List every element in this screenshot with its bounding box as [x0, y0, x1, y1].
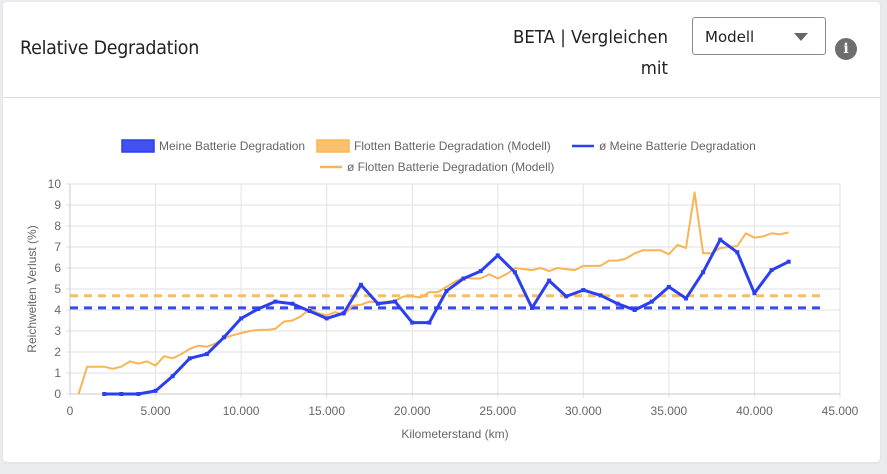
x-tick-label: 35.000	[651, 404, 688, 418]
y-tick-label: 5	[54, 282, 61, 296]
legend-label: Meine Batterie Degradation	[159, 139, 305, 153]
data-point	[581, 288, 586, 293]
card-title: Relative Degradation	[20, 37, 200, 59]
info-icon[interactable]: i	[835, 38, 857, 60]
y-tick-label: 4	[54, 303, 61, 317]
series-line	[104, 238, 790, 396]
data-point	[153, 388, 158, 393]
compare-select-value: Modell	[705, 28, 755, 46]
data-point	[769, 268, 774, 273]
data-point	[427, 320, 432, 325]
data-point	[119, 392, 124, 396]
legend-label: ø Meine Batterie Degradation	[599, 139, 756, 153]
y-tick-label: 7	[54, 240, 61, 254]
y-tick-label: 10	[48, 177, 62, 191]
x-tick-label: 30.000	[565, 404, 602, 418]
legend-label: ø Flotten Batterie Degradation (Modell)	[347, 160, 554, 174]
y-tick-label: 9	[54, 198, 61, 212]
data-point	[222, 335, 226, 340]
compare-label: BETA | Vergleichen mit	[512, 27, 668, 79]
y-tick-label: 8	[54, 219, 61, 233]
y-axis-title: Reichweiten Verlust (%)	[25, 225, 39, 352]
x-tick-label: 40.000	[736, 404, 773, 418]
data-point	[170, 374, 175, 379]
data-point	[530, 305, 534, 310]
data-point	[632, 308, 637, 312]
data-point	[256, 306, 261, 311]
data-point	[478, 269, 483, 274]
compare-select[interactable]: Modell	[692, 17, 826, 55]
data-point	[666, 284, 671, 289]
data-point	[547, 278, 552, 283]
data-point	[393, 299, 398, 304]
y-tick-label: 0	[54, 387, 61, 401]
data-point	[341, 311, 346, 316]
x-tick-label: 10.000	[223, 404, 260, 418]
data-point	[187, 356, 192, 361]
data-point	[684, 296, 688, 301]
data-point	[718, 237, 723, 242]
card-header: Relative Degradation BETA | Vergleichen …	[3, 2, 880, 98]
data-point	[701, 270, 706, 275]
x-tick-label: 0	[67, 404, 74, 418]
data-point	[273, 299, 278, 304]
data-point	[444, 289, 449, 294]
x-tick-label: 20.000	[394, 404, 431, 418]
data-point	[307, 309, 312, 314]
data-point	[410, 320, 415, 325]
relative-degradation-card: Relative Degradation BETA | Vergleichen …	[3, 2, 880, 462]
data-point	[239, 316, 244, 321]
data-point	[290, 301, 295, 306]
x-tick-label: 15.000	[308, 404, 345, 418]
data-point	[649, 299, 654, 304]
x-tick-label: 5.000	[141, 404, 171, 418]
data-point	[204, 352, 209, 357]
data-point	[358, 282, 363, 287]
data-point	[461, 276, 466, 281]
y-tick-label: 2	[54, 345, 61, 359]
data-point	[102, 392, 107, 396]
data-point	[136, 392, 141, 396]
data-point	[752, 291, 757, 296]
legend-label: Flotten Batterie Degradation (Modell)	[354, 139, 551, 153]
y-tick-label: 1	[54, 366, 61, 380]
series-line	[77, 191, 789, 395]
data-point	[495, 253, 500, 258]
x-tick-label: 45.000	[822, 404, 859, 418]
x-tick-label: 25.000	[479, 404, 516, 418]
data-point	[786, 259, 791, 264]
x-axis-title: Kilometerstand (km)	[401, 427, 508, 441]
data-point	[564, 294, 569, 299]
data-point	[376, 301, 380, 306]
data-point	[512, 270, 517, 275]
y-tick-label: 3	[54, 324, 61, 338]
data-point	[324, 316, 329, 321]
data-point	[615, 301, 620, 306]
data-point	[598, 293, 603, 298]
data-point	[735, 250, 740, 255]
y-tick-label: 6	[54, 261, 61, 275]
legend-swatch	[121, 139, 155, 153]
chevron-down-icon	[794, 33, 808, 41]
legend-swatch	[316, 139, 350, 153]
